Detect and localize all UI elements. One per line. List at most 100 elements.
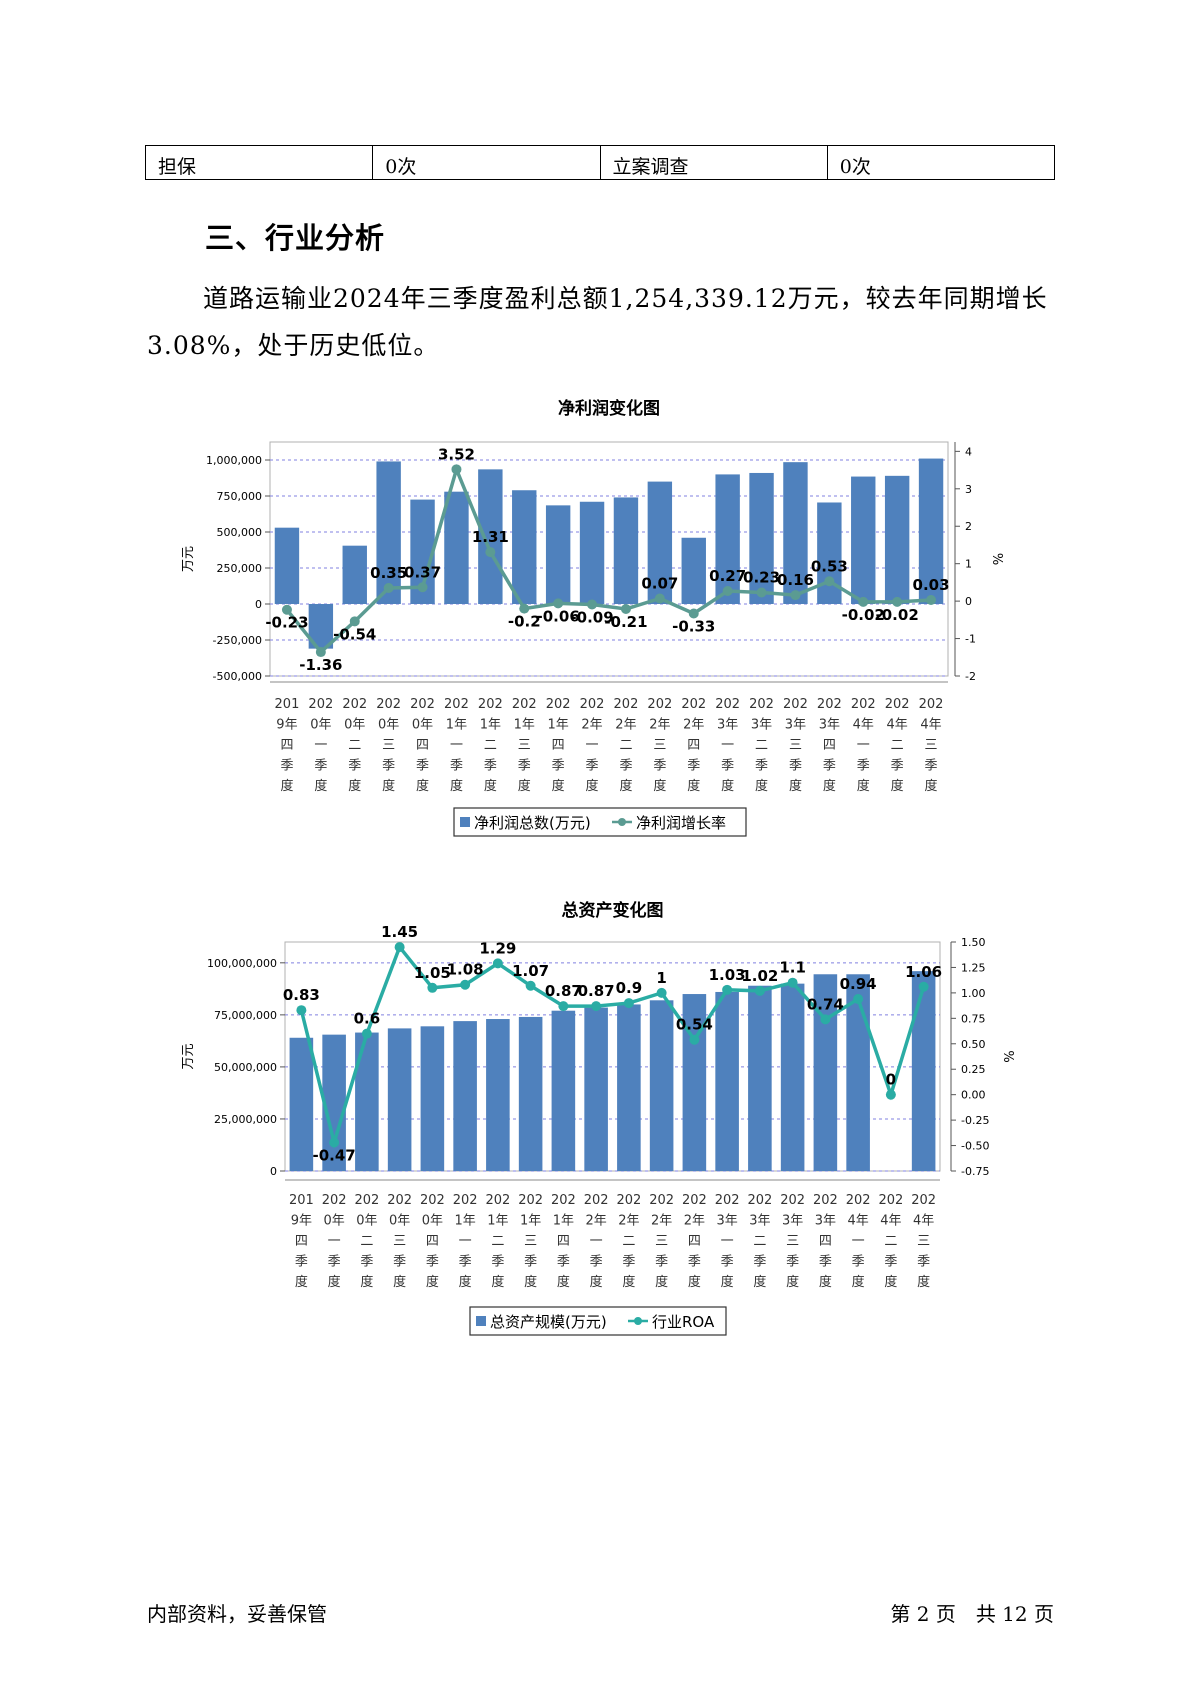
- line-point: [722, 984, 733, 995]
- bar: [376, 461, 401, 604]
- bar: [387, 1028, 412, 1171]
- x-tick-label: 202 0年二季度: [342, 697, 367, 794]
- y2-tick-label: 0.50: [961, 1038, 986, 1051]
- line-point: [689, 1034, 700, 1045]
- x-tick-label: 202 4年一季度: [846, 1193, 871, 1290]
- data-label: -0.21: [604, 613, 647, 631]
- legend-line-label: 净利润增长率: [636, 814, 726, 832]
- data-label: 0.9: [616, 979, 643, 997]
- y2-axis-label: %: [1000, 1050, 1015, 1062]
- bar: [649, 1000, 674, 1171]
- line-point: [553, 598, 564, 609]
- bar: [749, 472, 774, 604]
- line-point: [654, 593, 665, 604]
- x-tick-label: 202 2年一季度: [584, 1193, 609, 1290]
- line-point: [492, 958, 503, 969]
- y-tick-label: 0: [255, 598, 262, 611]
- line-point: [926, 594, 937, 605]
- bar: [617, 1004, 641, 1171]
- bar: [289, 1037, 314, 1171]
- line-point: [892, 596, 903, 607]
- data-label: -0.02: [876, 606, 919, 624]
- x-tick-label: 202 1年二季度: [478, 697, 503, 794]
- y-tick-label: -250,000: [213, 634, 262, 647]
- y-axis-label: 万元: [181, 546, 196, 572]
- y-tick-label: 100,000,000: [207, 957, 277, 970]
- x-tick-label: 202 2年一季度: [580, 697, 605, 794]
- data-label: 0.6: [354, 1010, 381, 1028]
- data-label: 0.35: [370, 564, 407, 582]
- bar: [584, 1007, 608, 1171]
- x-tick-label: 202 3年四季度: [817, 697, 842, 794]
- bar: [780, 983, 805, 1171]
- legend-line-marker: [618, 818, 626, 826]
- line-point: [525, 980, 536, 991]
- x-tick-label: 202 1年四季度: [551, 1193, 576, 1290]
- y-tick-label: 0: [270, 1165, 277, 1178]
- bar: [884, 475, 910, 604]
- x-tick-label: 202 3年三季度: [783, 697, 808, 794]
- bar: [911, 971, 936, 1171]
- x-tick-label: 202 4年三季度: [919, 697, 944, 794]
- line-point: [591, 1001, 602, 1012]
- bar: [715, 474, 740, 604]
- bar: [342, 545, 367, 604]
- data-label: 0.07: [641, 574, 678, 592]
- data-label: 3.52: [438, 445, 475, 463]
- x-tick-label: 202 2年三季度: [649, 1193, 674, 1290]
- footer-page-number: 第 2 页 共 12 页: [890, 1602, 1054, 1626]
- line-series: [299, 943, 926, 1150]
- line-point: [790, 590, 801, 601]
- data-label: 1.1: [779, 959, 806, 977]
- y2-tick-label: 0.25: [961, 1063, 986, 1076]
- y2-tick-label: -0.25: [961, 1114, 989, 1127]
- x-tick-label: 202 2年三季度: [647, 697, 672, 794]
- line-point: [315, 647, 326, 658]
- line-point: [754, 985, 765, 996]
- x-tick-label: 202 1年三季度: [512, 697, 537, 794]
- table-cell-investigation-label: 立案调查: [599, 145, 828, 180]
- y-tick-label: 75,000,000: [214, 1009, 277, 1022]
- line-point: [558, 1001, 569, 1012]
- plot-frame: [284, 941, 941, 1172]
- y-tick-label: 500,000: [217, 526, 263, 539]
- data-label: -1.36: [299, 656, 342, 674]
- data-label: 1.02: [741, 967, 778, 985]
- bar: [274, 527, 300, 604]
- data-label: 1.06: [905, 963, 942, 981]
- line-point: [620, 603, 631, 614]
- y2-tick-label: -2: [965, 670, 976, 683]
- data-label: -0.47: [313, 1147, 356, 1165]
- bar: [579, 501, 605, 604]
- x-tick-label: 202 1年一季度: [453, 1193, 478, 1290]
- chart-title: 净利润变化图: [558, 398, 660, 419]
- line-point: [361, 1028, 372, 1039]
- x-tick-label: 202 3年一季度: [715, 1193, 740, 1290]
- y-tick-label: 1,000,000: [206, 454, 262, 467]
- line-point: [722, 586, 733, 597]
- line-point: [820, 1014, 831, 1025]
- y2-tick-label: 0.00: [961, 1089, 986, 1102]
- line-series: [285, 464, 932, 655]
- data-label: 1: [656, 969, 666, 987]
- bar: [420, 1026, 445, 1171]
- x-tick-label: 202 4年三季度: [911, 1193, 936, 1290]
- x-tick-label: 202 2年二季度: [616, 1193, 641, 1290]
- data-label: 0.23: [743, 569, 780, 587]
- x-tick-label: 202 3年二季度: [747, 1193, 772, 1290]
- y2-tick-label: -0.50: [961, 1140, 989, 1153]
- y2-tick-label: 0: [965, 595, 972, 608]
- legend-line-marker: [634, 1317, 642, 1325]
- y-axis-label: 万元: [181, 1043, 196, 1069]
- line-point: [383, 583, 394, 594]
- data-label: -0.09: [570, 608, 613, 626]
- table-cell-guarantee-label: 担保: [144, 145, 374, 180]
- y2-tick-label: -0.75: [961, 1165, 989, 1178]
- bar: [817, 502, 842, 604]
- data-label: -0.2: [508, 613, 541, 631]
- line-point: [519, 603, 530, 614]
- x-tick-label: 202 2年二季度: [614, 697, 639, 794]
- info-table: 担保 0次 立案调查 0次: [144, 145, 1056, 180]
- data-label: 0.53: [811, 557, 848, 575]
- data-label: 0.94: [840, 975, 877, 993]
